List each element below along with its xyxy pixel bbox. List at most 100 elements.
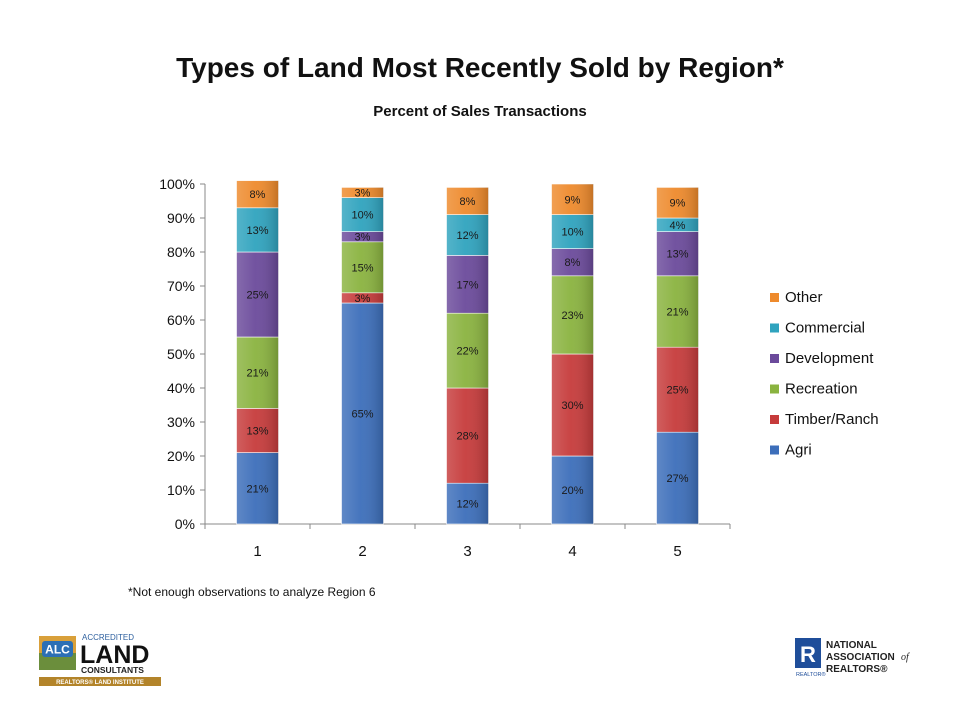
data-label: 65% xyxy=(351,409,373,421)
legend-label: Commercial xyxy=(785,320,865,337)
y-tick-label: 30% xyxy=(167,414,195,430)
footnote: *Not enough observations to analyze Regi… xyxy=(128,585,376,599)
data-label: 13% xyxy=(666,249,688,261)
bar-segment-shading xyxy=(236,180,279,208)
data-label: 21% xyxy=(246,368,268,380)
legend-swatch xyxy=(770,445,779,455)
data-label: 27% xyxy=(666,473,688,485)
bar-segment-shading xyxy=(236,252,279,337)
data-label: 8% xyxy=(460,196,476,208)
alc-line3: CONSULTANTS xyxy=(81,665,144,675)
bar-segment-shading xyxy=(446,483,489,524)
data-label: 21% xyxy=(666,307,688,319)
data-label: 28% xyxy=(456,431,478,443)
nar-letter: R xyxy=(800,642,816,667)
bar-segment-shading xyxy=(551,456,594,524)
data-label: 25% xyxy=(246,290,268,302)
y-tick-label: 100% xyxy=(159,176,195,192)
data-label: 10% xyxy=(561,227,583,239)
alc-line4: REALTORS® LAND INSTITUTE xyxy=(56,679,144,686)
x-tick-label: 5 xyxy=(673,543,681,560)
data-label: 22% xyxy=(456,346,478,358)
y-tick-label: 10% xyxy=(167,482,195,498)
data-label: 13% xyxy=(246,225,268,237)
nar-logo: R REALTOR® NATIONAL ASSOCIATION of REALT… xyxy=(795,638,910,678)
data-label: 15% xyxy=(351,262,373,274)
legend-swatch xyxy=(770,354,779,363)
bar-segment-shading xyxy=(236,408,279,453)
y-tick-label: 0% xyxy=(175,516,195,532)
data-label: 12% xyxy=(456,499,478,511)
x-tick-label: 2 xyxy=(358,543,366,560)
bar-segment-shading xyxy=(446,313,489,388)
data-label: 20% xyxy=(561,485,583,497)
bar-segment-shading xyxy=(236,337,279,409)
data-label: 3% xyxy=(355,293,371,305)
bar-segment-shading xyxy=(236,207,279,252)
stacked-bar-chart: 0% 10% 20% 30% 40% 50% 60% 70% 80% 90% 100% 1 2 3 4 5 2… xyxy=(159,176,879,560)
data-label: 21% xyxy=(246,483,268,495)
bar-segment-shading xyxy=(236,452,279,524)
x-tick-label: 3 xyxy=(463,543,471,560)
alc-line1: ACCREDITED xyxy=(82,633,134,642)
nar-line3: REALTORS® xyxy=(826,664,888,675)
legend-swatch xyxy=(770,323,779,333)
legend-swatch xyxy=(770,415,779,424)
data-label: 17% xyxy=(456,279,478,291)
legend-swatch xyxy=(770,384,779,394)
legend-label: Recreation xyxy=(785,381,858,398)
data-label: 23% xyxy=(561,310,583,322)
nar-line1: NATIONAL xyxy=(826,640,877,651)
legend-label: Development xyxy=(785,350,874,367)
data-label: 4% xyxy=(670,220,686,232)
y-tick-label: 80% xyxy=(167,244,195,260)
bar-segment-shading xyxy=(656,187,699,218)
bar-segment-shading xyxy=(656,275,699,348)
bar-segment-shading xyxy=(341,292,384,303)
data-label: 13% xyxy=(246,426,268,438)
alc-line2: LAND xyxy=(80,641,149,669)
x-tick-label: 4 xyxy=(568,543,576,560)
bar-segment-shading xyxy=(656,432,699,524)
y-tick-label: 70% xyxy=(167,278,195,294)
chart-subtitle: Percent of Sales Transactions xyxy=(373,103,587,120)
data-label: 8% xyxy=(565,257,581,269)
data-label: 25% xyxy=(666,385,688,397)
bar-segment-shading xyxy=(551,354,594,456)
data-label: 3% xyxy=(355,232,371,244)
y-tick-label: 50% xyxy=(167,346,195,362)
legend-label: Other xyxy=(785,289,823,306)
bar-segment-shading xyxy=(341,231,384,242)
alc-logo: ALC ACCREDITED LAND CONSULTANTS REALTORS… xyxy=(39,633,161,686)
data-label: 10% xyxy=(351,210,373,222)
bar-segment-shading xyxy=(446,214,489,256)
data-label: 30% xyxy=(561,400,583,412)
legend-label: Timber/Ranch xyxy=(785,411,879,428)
data-label: 8% xyxy=(250,189,266,201)
bar-segment-shading xyxy=(656,347,699,433)
bar-segment-shading xyxy=(446,255,489,314)
bar-segment-shading xyxy=(341,187,384,198)
y-tick-label: 20% xyxy=(167,448,195,464)
data-label: 3% xyxy=(355,188,371,200)
y-tick-label: 60% xyxy=(167,312,195,328)
bar-segment-shading xyxy=(551,248,594,276)
bar-segment-shading xyxy=(656,231,699,276)
y-tick-label: 40% xyxy=(167,380,195,396)
data-label: 9% xyxy=(670,198,686,210)
nar-line2b: of xyxy=(901,652,910,663)
nar-line2: ASSOCIATION xyxy=(826,652,895,663)
bar-segment-shading xyxy=(446,388,489,484)
nar-sub: REALTOR® xyxy=(796,671,826,678)
bar-segment-shading xyxy=(551,184,594,215)
alc-badge-text: ALC xyxy=(45,643,70,657)
data-label: 9% xyxy=(565,194,581,206)
bar-segment-shading xyxy=(341,303,384,524)
data-label: 12% xyxy=(456,230,478,242)
bar-segment-shading xyxy=(656,218,699,232)
bar-segment-shading xyxy=(341,197,384,232)
bar-segment-shading xyxy=(551,214,594,249)
legend-swatch xyxy=(770,293,779,302)
x-tick-label: 1 xyxy=(253,543,261,560)
legend-label: Agri xyxy=(785,442,812,459)
